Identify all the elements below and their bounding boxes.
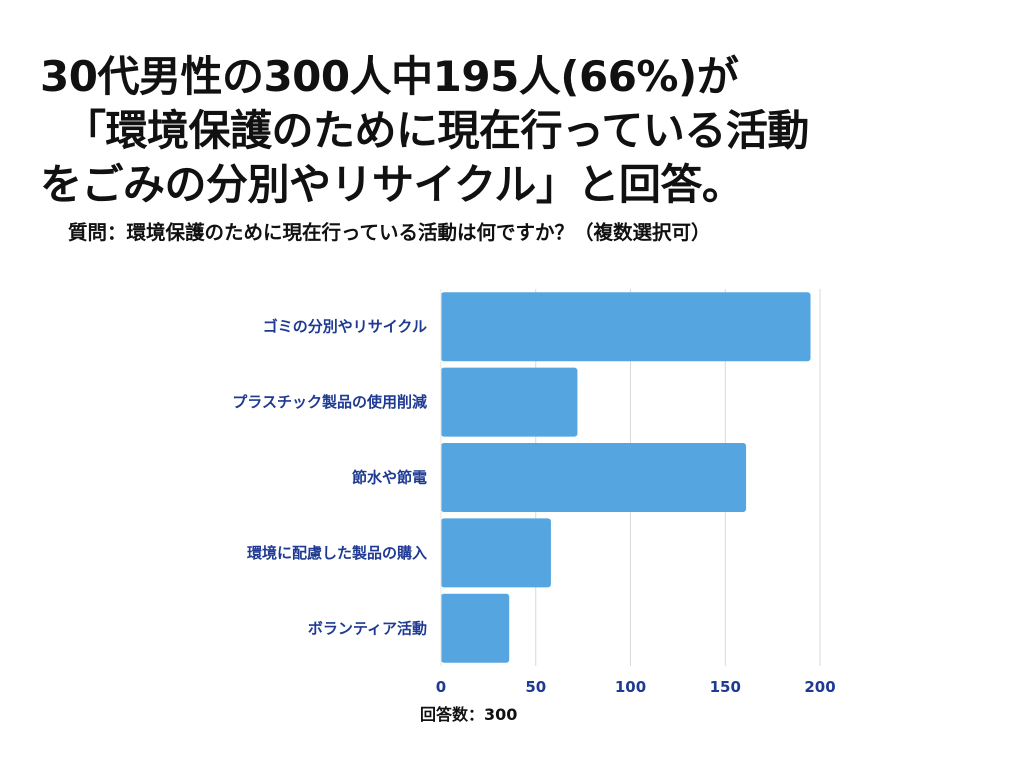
category-label-0: ゴミの分別やリサイクル bbox=[263, 318, 427, 336]
x-tick-label-2: 100 bbox=[615, 678, 646, 696]
bar-3 bbox=[441, 518, 551, 588]
category-label-2: 節水や節電 bbox=[352, 469, 427, 487]
x-tick-label-0: 0 bbox=[436, 678, 446, 696]
question-text: 質問：環境保護のために現在行っている活動は何ですか？（複数選択可） bbox=[68, 221, 711, 244]
x-axis-label: 回答数：300 bbox=[420, 705, 517, 724]
headline: 30代男性の300人中195人(66%)が 「環境保護のために現在行っている活動… bbox=[40, 50, 1000, 212]
bar-2 bbox=[441, 443, 747, 512]
bar-1 bbox=[441, 367, 578, 437]
category-label-1: プラスチック製品の使用削減 bbox=[232, 393, 427, 411]
x-tick-label-4: 200 bbox=[804, 678, 835, 696]
headline-line-2: 「環境保護のために現在行っている活動 bbox=[64, 106, 809, 155]
headline-line-1: 30代男性の300人中195人(66%)が bbox=[40, 52, 739, 101]
x-tick-label-1: 50 bbox=[525, 678, 546, 696]
category-label-4: ボランティア活動 bbox=[308, 619, 427, 637]
bar-4 bbox=[441, 593, 510, 663]
headline-line-3: をごみの分別やリサイクル」と回答。 bbox=[40, 160, 744, 209]
bar-0 bbox=[441, 292, 811, 362]
category-label-3: 環境に配慮した製品の購入 bbox=[247, 544, 427, 562]
x-tick-label-3: 150 bbox=[710, 678, 741, 696]
